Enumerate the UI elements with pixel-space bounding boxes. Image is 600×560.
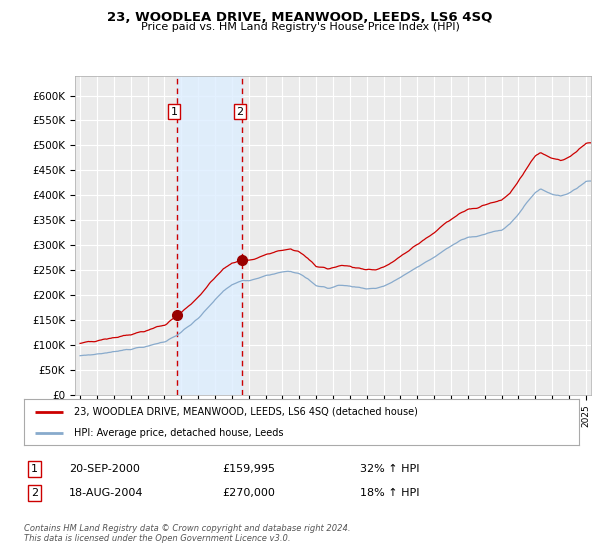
- Text: £270,000: £270,000: [222, 488, 275, 498]
- Text: £159,995: £159,995: [222, 464, 275, 474]
- Text: 18% ↑ HPI: 18% ↑ HPI: [360, 488, 419, 498]
- Text: 20-SEP-2000: 20-SEP-2000: [69, 464, 140, 474]
- Bar: [176, 76, 242, 395]
- Text: 1: 1: [170, 106, 178, 116]
- Text: 2: 2: [31, 488, 38, 498]
- Text: HPI: Average price, detached house, Leeds: HPI: Average price, detached house, Leed…: [74, 428, 283, 438]
- Text: 1: 1: [31, 464, 38, 474]
- Text: 2: 2: [236, 106, 244, 116]
- Text: Price paid vs. HM Land Registry's House Price Index (HPI): Price paid vs. HM Land Registry's House …: [140, 22, 460, 32]
- Text: Contains HM Land Registry data © Crown copyright and database right 2024.
This d: Contains HM Land Registry data © Crown c…: [24, 524, 350, 543]
- Text: 23, WOODLEA DRIVE, MEANWOOD, LEEDS, LS6 4SQ (detached house): 23, WOODLEA DRIVE, MEANWOOD, LEEDS, LS6 …: [74, 407, 418, 417]
- Text: 32% ↑ HPI: 32% ↑ HPI: [360, 464, 419, 474]
- Text: 23, WOODLEA DRIVE, MEANWOOD, LEEDS, LS6 4SQ: 23, WOODLEA DRIVE, MEANWOOD, LEEDS, LS6 …: [107, 11, 493, 24]
- Text: 18-AUG-2004: 18-AUG-2004: [69, 488, 143, 498]
